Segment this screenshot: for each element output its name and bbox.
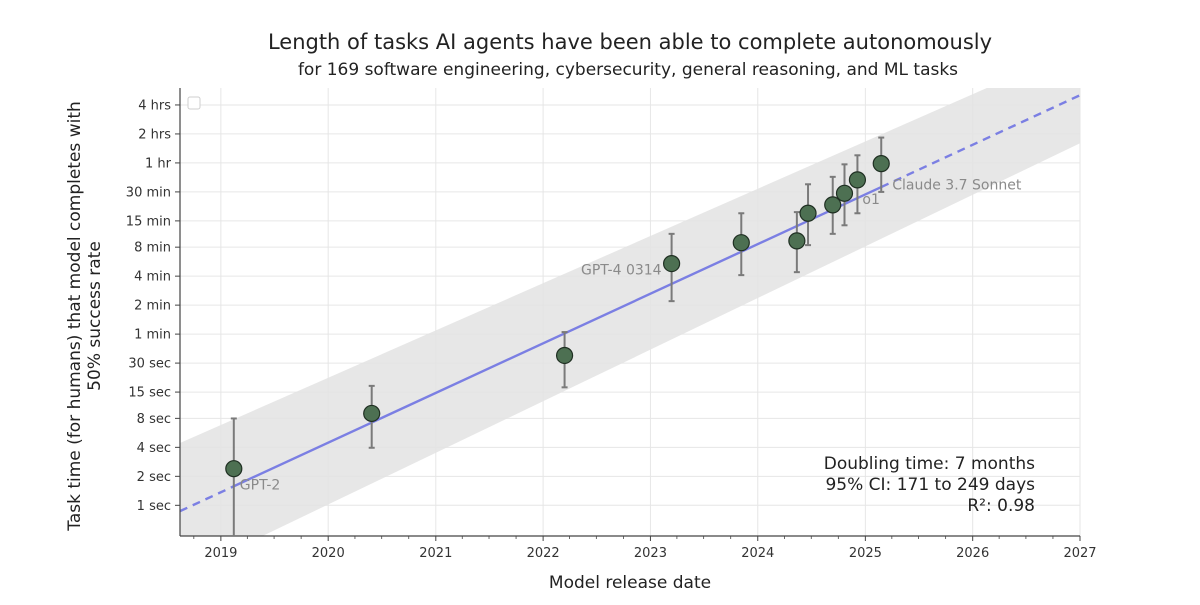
y-tick-label: 1 hr — [145, 156, 172, 171]
y-axis-ticks: 1 sec 2 sec 4 sec 8 sec 15 sec 30 sec 1 min 2 m… — [126, 98, 180, 514]
data-point — [225, 460, 243, 478]
r-squared-annotation: R²: 0.98 — [967, 496, 1035, 516]
y-tick-label: 4 sec — [137, 441, 171, 456]
x-tick-label: 2024 — [741, 546, 774, 561]
legend-box — [187, 96, 201, 110]
y-tick-label: 4 hrs — [138, 98, 171, 113]
x-tick-label: 2021 — [419, 546, 452, 561]
trend-line-backcast — [180, 485, 235, 513]
x-axis-ticks: 2019 2020 2021 2022 2023 2024 2025 2026 2027 — [193, 536, 1097, 561]
y-tick-label: 8 sec — [137, 412, 171, 427]
data-point — [872, 155, 890, 173]
model-label: o1 — [862, 192, 879, 208]
y-tick-label: 4 min — [134, 270, 171, 285]
x-tick-label: 2019 — [204, 546, 237, 561]
y-tick-label: 15 sec — [128, 386, 171, 401]
chart-subtitle: for 169 software engineering, cybersecur… — [298, 60, 958, 80]
y-tick-label: 1 sec — [137, 499, 171, 514]
y-tick-label: 30 sec — [128, 357, 171, 372]
x-tick-label: 2022 — [527, 546, 560, 561]
x-tick-label: 2023 — [634, 546, 667, 561]
confidence-interval-annotation: 95% CI: 171 to 249 days — [825, 475, 1035, 495]
data-points — [225, 155, 890, 478]
chart-title: Length of tasks AI agents have been able… — [268, 30, 992, 54]
y-tick-label: 8 min — [134, 241, 171, 256]
data-point — [835, 184, 854, 202]
y-tick-label: 1 min — [134, 328, 171, 343]
x-tick-label: 2027 — [1063, 546, 1096, 561]
y-axis-title-line-2: 50% success rate — [85, 241, 105, 391]
trend-line-forecast — [880, 94, 1080, 189]
trend-line-fitted — [233, 185, 882, 488]
data-point — [799, 204, 817, 222]
model-labels: GPT-2 GPT-4 0314 o1 Claude 3.7 Sonnet — [240, 178, 1022, 494]
x-tick-label: 2025 — [849, 546, 882, 561]
doubling-time-annotation: Doubling time: 7 months — [824, 454, 1035, 474]
x-axis-title: Model release date — [549, 573, 711, 593]
data-point — [363, 404, 381, 423]
data-point — [663, 255, 681, 273]
data-point — [848, 171, 867, 189]
y-tick-label: 2 hrs — [138, 127, 171, 142]
x-tick-label: 2020 — [312, 546, 345, 561]
model-label: Claude 3.7 Sonnet — [892, 178, 1022, 194]
y-axis-title-line-1: Task time (for humans) that model comple… — [65, 101, 85, 532]
y-tick-label: 2 sec — [137, 470, 171, 485]
model-label: GPT-2 — [240, 478, 281, 494]
y-tick-label: 30 min — [126, 185, 171, 200]
data-point — [788, 232, 806, 250]
y-tick-label: 2 min — [134, 299, 171, 314]
data-point — [732, 234, 750, 252]
x-tick-label: 2026 — [956, 546, 989, 561]
data-point — [555, 346, 574, 365]
data-point — [824, 196, 842, 214]
model-label: GPT-4 0314 — [581, 263, 662, 279]
trend-line — [180, 94, 1080, 513]
y-tick-label: 15 min — [126, 214, 171, 229]
